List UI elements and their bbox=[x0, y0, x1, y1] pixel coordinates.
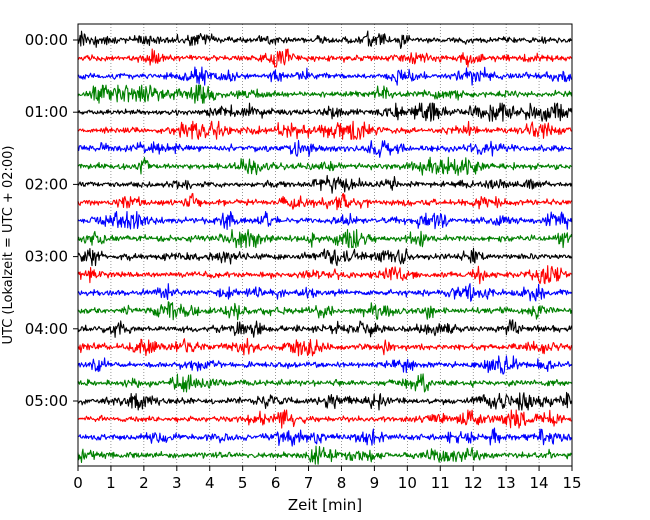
x-tick-label-14: 14 bbox=[530, 474, 549, 492]
trace-0515 bbox=[77, 409, 572, 429]
x-tick-label-6: 6 bbox=[271, 474, 281, 492]
plot-frame bbox=[77, 23, 573, 467]
x-tick-label-9: 9 bbox=[370, 474, 380, 492]
x-axis-label: Zeit [min] bbox=[288, 496, 362, 514]
x-tick-label-4: 4 bbox=[205, 474, 215, 492]
trace-0445 bbox=[77, 373, 572, 393]
trace-0030 bbox=[77, 66, 573, 86]
y-axis-label: UTC (Lokalzeit = UTC + 02:00) bbox=[1, 146, 16, 345]
x-tick-label-12: 12 bbox=[464, 474, 483, 492]
y-tick-label-1: 01:00 bbox=[25, 103, 68, 121]
trace-0530 bbox=[77, 427, 573, 447]
trace-0045 bbox=[77, 84, 573, 104]
y-tick-label-3: 03:00 bbox=[25, 248, 68, 266]
trace-0215 bbox=[77, 192, 572, 211]
trace-0500 bbox=[77, 391, 573, 411]
trace-0130 bbox=[77, 139, 572, 158]
trace-0300 bbox=[77, 247, 572, 267]
y-tick-label-0: 00:00 bbox=[25, 31, 68, 49]
y-axis: 00:00 01:00 02:00 03:00 04:00 05:00 bbox=[25, 31, 78, 410]
x-tick-label-2: 2 bbox=[139, 474, 149, 492]
x-tick-label-5: 5 bbox=[238, 474, 248, 492]
x-tick-label-0: 0 bbox=[73, 474, 83, 492]
x-tick-label-10: 10 bbox=[398, 474, 417, 492]
trace-0100 bbox=[77, 102, 573, 122]
trace-0315 bbox=[77, 265, 572, 285]
x-tick-label-11: 11 bbox=[431, 474, 450, 492]
trace-0115 bbox=[77, 120, 572, 140]
trace-0345 bbox=[77, 301, 573, 321]
x-tick-label-8: 8 bbox=[337, 474, 347, 492]
x-tick-label-7: 7 bbox=[304, 474, 314, 492]
trace-0000 bbox=[77, 30, 572, 49]
y-tick-label-5: 05:00 bbox=[25, 392, 68, 410]
trace-0200 bbox=[77, 174, 573, 194]
y-tick-label-4: 04:00 bbox=[25, 320, 68, 338]
trace-0145 bbox=[77, 156, 572, 176]
trace-lines bbox=[77, 30, 573, 465]
x-axis: 0 1 2 3 4 5 6 7 8 9 10 11 12 13 14 15 bbox=[73, 466, 582, 492]
x-tick-label-13: 13 bbox=[497, 474, 516, 492]
x-tick-label-15: 15 bbox=[562, 474, 581, 492]
trace-0430 bbox=[77, 355, 572, 375]
trace-0245 bbox=[77, 229, 573, 249]
trace-0330 bbox=[77, 283, 572, 302]
trace-0230 bbox=[77, 210, 573, 231]
trace-0545 bbox=[77, 445, 572, 465]
y-tick-label-2: 02:00 bbox=[25, 175, 68, 193]
x-tick-label-1: 1 bbox=[106, 474, 116, 492]
trace-0015 bbox=[77, 48, 572, 68]
trace-0400 bbox=[77, 319, 573, 338]
trace-0415 bbox=[77, 337, 573, 357]
x-tick-label-3: 3 bbox=[172, 474, 182, 492]
